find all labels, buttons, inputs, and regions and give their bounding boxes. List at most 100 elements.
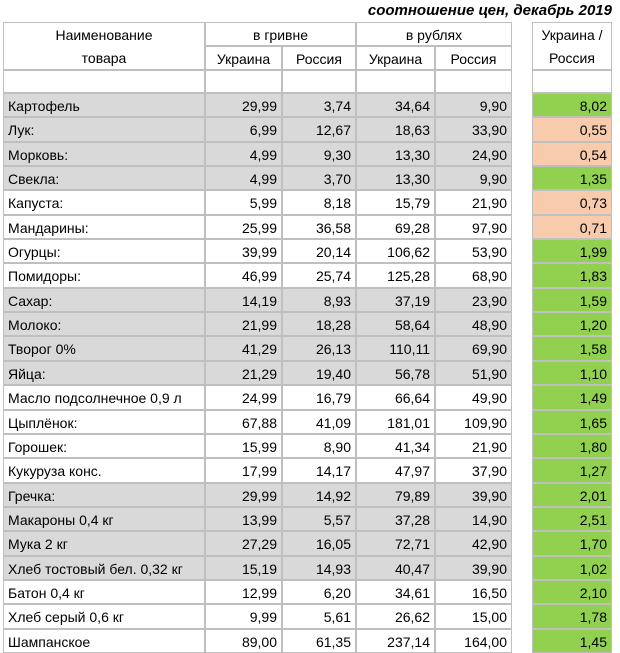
ratio-cell: 2,51 (532, 507, 612, 531)
price-cell: 33,90 (435, 117, 512, 142)
price-cell: 56,78 (356, 361, 435, 385)
ratio-cell: 1,78 (532, 604, 612, 629)
price-cell: 79,89 (356, 483, 435, 507)
ratio-cell: 1,27 (532, 458, 612, 483)
product-name: Яйца: (3, 361, 205, 385)
price-cell: 41,09 (282, 410, 356, 434)
product-name: Сахар: (3, 288, 205, 312)
price-cell: 37,19 (356, 288, 435, 312)
ratio-cell: 1,10 (532, 361, 612, 385)
price-cell: 20,14 (282, 239, 356, 263)
price-cell: 72,71 (356, 531, 435, 556)
price-cell: 5,57 (282, 507, 356, 531)
product-name: Лук: (3, 117, 205, 142)
price-cell: 36,58 (282, 215, 356, 239)
product-name: Хлеб тостовый бел. 0,32 кг (3, 556, 205, 580)
price-cell: 164,00 (435, 629, 512, 653)
price-cell: 26,13 (282, 336, 356, 361)
price-cell: 47,97 (356, 458, 435, 483)
price-cell: 21,90 (435, 434, 512, 458)
spacer-cell (3, 70, 205, 93)
product-name: Цыплёнок: (3, 410, 205, 434)
product-name: Свекла: (3, 166, 205, 190)
price-cell: 66,64 (356, 385, 435, 410)
price-cell: 37,28 (356, 507, 435, 531)
price-cell: 8,90 (282, 434, 356, 458)
header-country: Украина (205, 46, 282, 70)
ratio-cell: 1,70 (532, 531, 612, 556)
price-cell: 9,30 (282, 142, 356, 166)
header-rub: в рублях (356, 22, 512, 46)
spacer-cell (435, 70, 512, 93)
price-cell: 37,90 (435, 458, 512, 483)
price-cell: 41,34 (356, 434, 435, 458)
ratio-cell: 1,02 (532, 556, 612, 580)
header-country: Украина (356, 46, 435, 70)
price-cell: 14,92 (282, 483, 356, 507)
price-cell: 61,35 (282, 629, 356, 653)
price-cell: 21,99 (205, 312, 282, 336)
price-cell: 125,28 (356, 263, 435, 288)
price-cell: 53,90 (435, 239, 512, 263)
ratio-cell: 1,49 (532, 385, 612, 410)
price-cell: 49,90 (435, 385, 512, 410)
price-cell: 24,99 (205, 385, 282, 410)
ratio-cell: 0,55 (532, 117, 612, 142)
header-ratio: Украина / (532, 22, 612, 46)
price-cell: 181,01 (356, 410, 435, 434)
price-cell: 40,47 (356, 556, 435, 580)
price-cell: 5,61 (282, 604, 356, 629)
price-cell: 106,62 (356, 239, 435, 263)
price-cell: 26,62 (356, 604, 435, 629)
header-country: Россия (282, 46, 356, 70)
price-cell: 12,99 (205, 580, 282, 604)
ratio-cell: 1,65 (532, 410, 612, 434)
product-name: Батон 0,4 кг (3, 580, 205, 604)
price-cell: 3,70 (282, 166, 356, 190)
product-name: Картофель (3, 93, 205, 117)
price-cell: 109,90 (435, 410, 512, 434)
product-name: Гречка: (3, 483, 205, 507)
header-country: Россия (435, 46, 512, 70)
price-cell: 41,29 (205, 336, 282, 361)
price-cell: 13,30 (356, 142, 435, 166)
price-cell: 29,99 (205, 483, 282, 507)
product-name: Хлеб серый 0,6 кг (3, 604, 205, 629)
spacer-cell (356, 70, 435, 93)
product-name: Творог 0% (3, 336, 205, 361)
spacer-cell (282, 70, 356, 93)
header-name: товара (3, 46, 205, 70)
price-cell: 16,79 (282, 385, 356, 410)
header-name: Наименование (3, 22, 205, 46)
product-name: Мандарины: (3, 215, 205, 239)
product-name: Макароны 0,4 кг (3, 507, 205, 531)
price-cell: 39,90 (435, 483, 512, 507)
header-ratio: Россия (532, 46, 612, 70)
ratio-cell: 1,58 (532, 336, 612, 361)
product-name: Шампанское (3, 629, 205, 653)
price-cell: 67,88 (205, 410, 282, 434)
ratio-cell: 2,01 (532, 483, 612, 507)
ratio-cell: 0,73 (532, 190, 612, 215)
price-cell: 29,99 (205, 93, 282, 117)
product-name: Мука 2 кг (3, 531, 205, 556)
price-cell: 4,99 (205, 142, 282, 166)
ratio-cell: 2,10 (532, 580, 612, 604)
price-cell: 39,90 (435, 556, 512, 580)
price-cell: 34,61 (356, 580, 435, 604)
price-cell: 16,05 (282, 531, 356, 556)
price-cell: 97,90 (435, 215, 512, 239)
price-cell: 9,90 (435, 93, 512, 117)
price-cell: 18,63 (356, 117, 435, 142)
price-cell: 13,30 (356, 166, 435, 190)
price-cell: 6,99 (205, 117, 282, 142)
ratio-cell: 1,45 (532, 629, 612, 653)
price-cell: 25,99 (205, 215, 282, 239)
ratio-cell: 1,35 (532, 166, 612, 190)
price-cell: 24,90 (435, 142, 512, 166)
price-cell: 21,29 (205, 361, 282, 385)
title: соотношение цен, декабрь 2019 (367, 2, 612, 19)
ratio-cell: 0,71 (532, 215, 612, 239)
ratio-cell: 1,83 (532, 263, 612, 288)
price-cell: 12,67 (282, 117, 356, 142)
